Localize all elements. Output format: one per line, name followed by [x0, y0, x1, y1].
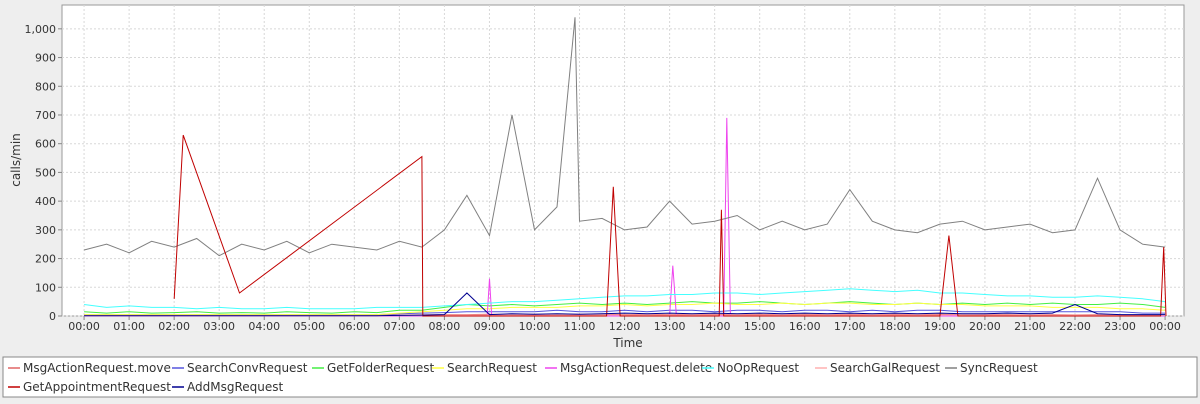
x-tick-label: 11:00 — [564, 320, 596, 333]
x-tick-label: 14:00 — [699, 320, 731, 333]
y-tick-label: 1,000 — [25, 23, 57, 36]
legend-label: MsgActionRequest.delete — [560, 361, 712, 375]
x-tick-label: 17:00 — [834, 320, 866, 333]
series-line — [83, 17, 1166, 257]
legend-label: GetFolderRequest — [327, 361, 435, 375]
legend-label: NoOpRequest — [717, 361, 799, 375]
legend-label: SearchGalRequest — [830, 361, 940, 375]
x-tick-label: 18:00 — [879, 320, 911, 333]
legend — [2, 356, 1198, 398]
x-tick-label: 05:00 — [293, 320, 325, 333]
x-tick-label: 10:00 — [519, 320, 551, 333]
plot-area — [61, 4, 1185, 317]
legend-label: SearchRequest — [447, 361, 537, 375]
x-tick-label: 00:00 — [68, 320, 100, 333]
series-line — [84, 302, 1166, 316]
x-tick-label: 08:00 — [429, 320, 461, 333]
x-tick-label: 16:00 — [789, 320, 821, 333]
legend-label: GetAppointmentRequest — [23, 380, 171, 394]
x-tick-label: 22:00 — [1059, 320, 1091, 333]
y-tick-label: 300 — [35, 224, 56, 237]
x-tick-label: 15:00 — [744, 320, 776, 333]
series-line — [84, 301, 1166, 314]
y-tick-label: 0 — [49, 310, 56, 323]
y-tick-label: 100 — [35, 281, 56, 294]
series-line — [173, 134, 1167, 317]
y-tick-label: 800 — [35, 80, 56, 93]
x-tick-label: 04:00 — [248, 320, 280, 333]
x-tick-label: 06:00 — [338, 320, 370, 333]
x-tick-label: 07:00 — [384, 320, 416, 333]
x-tick-label: 19:00 — [924, 320, 956, 333]
x-tick-label: 00:00 — [1149, 320, 1181, 333]
x-tick-label: 13:00 — [654, 320, 686, 333]
series-line — [84, 288, 1166, 310]
y-tick-label: 600 — [35, 138, 56, 151]
x-tick-label: 23:00 — [1104, 320, 1136, 333]
y-tick-label: 900 — [35, 52, 56, 65]
legend-label: MsgActionRequest.move — [23, 361, 171, 375]
y-tick-label: 700 — [35, 109, 56, 122]
x-tick-label: 20:00 — [969, 320, 1001, 333]
y-tick-label: 400 — [35, 195, 56, 208]
series-line — [84, 117, 1166, 317]
x-tick-label: 12:00 — [609, 320, 641, 333]
x-tick-label: 09:00 — [474, 320, 506, 333]
x-tick-label: 01:00 — [113, 320, 145, 333]
x-axis-label: Time — [612, 336, 642, 350]
y-tick-label: 500 — [35, 166, 56, 179]
y-axis-label: calls/min — [9, 133, 23, 187]
x-tick-label: 21:00 — [1014, 320, 1046, 333]
legend-label: SearchConvRequest — [187, 361, 308, 375]
legend-label: AddMsgRequest — [187, 380, 283, 394]
y-tick-label: 200 — [35, 253, 56, 266]
series-line — [84, 292, 1166, 317]
legend-label: SyncRequest — [960, 361, 1038, 375]
x-tick-label: 02:00 — [158, 320, 190, 333]
x-tick-label: 03:00 — [203, 320, 235, 333]
